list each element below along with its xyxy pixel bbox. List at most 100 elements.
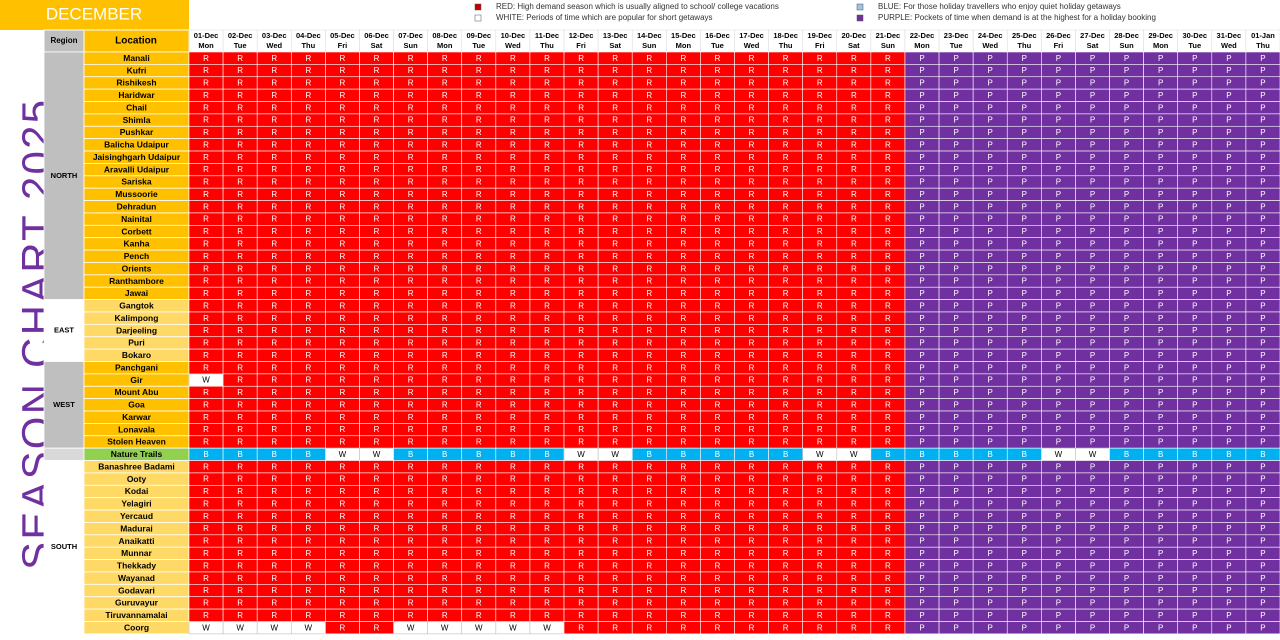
season-code: R (715, 289, 721, 298)
location-name: Kalimpong (115, 313, 159, 323)
season-code: R (680, 153, 686, 162)
season-code: P (953, 202, 958, 211)
season-code: P (953, 512, 958, 521)
season-code: P (1260, 388, 1265, 397)
season-code: R (749, 103, 755, 112)
season-code: P (1056, 103, 1061, 112)
season-code: P (919, 91, 924, 100)
season-code: R (646, 326, 652, 335)
season-code: P (953, 561, 958, 570)
season-code: R (510, 549, 516, 558)
season-code: R (680, 499, 686, 508)
season-code: R (374, 116, 380, 125)
season-code: P (1056, 425, 1061, 434)
season-code: R (340, 512, 346, 521)
location-name: Nainital (121, 214, 152, 224)
season-code: R (510, 66, 516, 75)
day-header: Wed (982, 41, 998, 50)
season-code: R (408, 202, 414, 211)
date-header: 29-Dec (1148, 31, 1173, 40)
season-code: R (374, 475, 380, 484)
season-code: R (340, 611, 346, 620)
season-code: P (1226, 190, 1231, 199)
season-code: R (203, 487, 209, 496)
season-code: P (1124, 438, 1129, 447)
season-code: P (1226, 116, 1231, 125)
season-code: R (578, 599, 584, 608)
season-code: R (544, 574, 550, 583)
season-code: P (1022, 314, 1027, 323)
season-code: R (442, 165, 448, 174)
season-code: P (1260, 128, 1265, 137)
season-code: R (680, 91, 686, 100)
season-code: P (1022, 425, 1027, 434)
season-code: P (1124, 289, 1129, 298)
season-code: R (578, 314, 584, 323)
season-code: P (1260, 277, 1265, 286)
season-code: P (988, 339, 993, 348)
season-code: R (237, 91, 243, 100)
season-code: R (374, 549, 380, 558)
season-code: R (578, 363, 584, 372)
season-code: P (1090, 289, 1095, 298)
season-code: P (1124, 339, 1129, 348)
day-header: Tue (472, 41, 485, 50)
season-code: R (408, 537, 414, 546)
season-code: R (749, 524, 755, 533)
season-code: P (919, 239, 924, 248)
season-code: R (612, 178, 618, 187)
season-code: P (1124, 153, 1129, 162)
season-code: R (612, 116, 618, 125)
season-code: R (646, 574, 652, 583)
season-code: R (715, 339, 721, 348)
season-code: R (442, 487, 448, 496)
season-code: R (510, 326, 516, 335)
season-code: P (953, 339, 958, 348)
season-code: P (988, 103, 993, 112)
season-code: R (544, 586, 550, 595)
season-code: R (680, 549, 686, 558)
season-code: R (340, 314, 346, 323)
season-code: W (202, 623, 210, 632)
season-code: P (1192, 512, 1197, 521)
season-code: R (578, 116, 584, 125)
season-code: P (919, 574, 924, 583)
season-code: R (885, 264, 891, 273)
season-code: R (783, 326, 789, 335)
season-code: R (612, 140, 618, 149)
season-code: R (203, 561, 209, 570)
season-code: P (1192, 388, 1197, 397)
season-code: P (1056, 561, 1061, 570)
season-code: P (1056, 376, 1061, 385)
season-code: P (1260, 475, 1265, 484)
season-code: R (680, 326, 686, 335)
season-code: R (612, 66, 618, 75)
season-code: R (374, 574, 380, 583)
season-code: R (442, 128, 448, 137)
season-code: P (1124, 462, 1129, 471)
season-code: R (374, 438, 380, 447)
season-code: R (851, 586, 857, 595)
season-code: R (237, 289, 243, 298)
season-code: P (1056, 537, 1061, 546)
season-code: R (783, 339, 789, 348)
date-header: 23-Dec (944, 31, 969, 40)
season-code: R (544, 128, 550, 137)
season-code: R (817, 574, 823, 583)
season-code: P (1056, 599, 1061, 608)
season-code: R (783, 623, 789, 632)
season-code: P (1090, 301, 1095, 310)
season-code: P (1260, 363, 1265, 372)
season-code: R (851, 277, 857, 286)
season-code: R (715, 153, 721, 162)
season-code: R (374, 301, 380, 310)
season-code: R (885, 178, 891, 187)
season-code: R (408, 574, 414, 583)
season-code: R (612, 128, 618, 137)
season-code: R (340, 524, 346, 533)
season-code: P (1022, 537, 1027, 546)
season-code: R (374, 178, 380, 187)
season-code: R (749, 277, 755, 286)
season-code: R (237, 462, 243, 471)
season-code: P (1192, 128, 1197, 137)
